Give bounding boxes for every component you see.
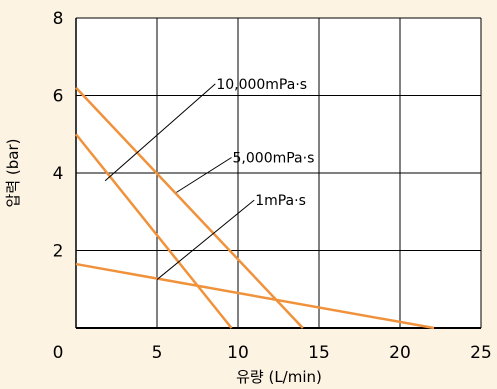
series-label-1: 10,000mPa·s [216, 77, 307, 93]
y-tick-label-4: 4 [53, 164, 64, 184]
x-tick-label-5: 5 [152, 343, 163, 363]
series-label-2: 5,000mPa·s [233, 151, 315, 167]
y-axis-label: 압력 (bar) [4, 139, 22, 208]
x-tick-label-20: 20 [389, 343, 411, 363]
x-tick-label-0: 0 [53, 343, 64, 363]
series-line-1 [75, 86, 304, 329]
annotation-layer: 10,000mPa·s 5,000mPa·s 1mPa·s [104, 77, 315, 280]
series-line-3 [75, 262, 435, 330]
tick-layer: 0 5 10 15 20 25 2 4 6 8 [53, 9, 492, 363]
x-tick-label-25: 25 [470, 343, 492, 363]
series-pointer-3 [156, 199, 255, 280]
x-tick-label-15: 15 [308, 343, 330, 363]
series-layer [75, 86, 435, 330]
grid-layer [75, 17, 482, 329]
x-tick-label-10: 10 [227, 343, 249, 363]
y-tick-label-8: 8 [53, 9, 64, 29]
y-tick-label-2: 2 [53, 242, 64, 262]
x-axis-label: 유량 (L/min) [236, 368, 322, 384]
series-line-2 [75, 133, 233, 329]
series-pointer-1 [104, 83, 216, 182]
series-label-3: 1mPa·s [255, 193, 306, 209]
y-tick-label-6: 6 [53, 87, 64, 107]
series-pointer-2 [176, 157, 232, 193]
